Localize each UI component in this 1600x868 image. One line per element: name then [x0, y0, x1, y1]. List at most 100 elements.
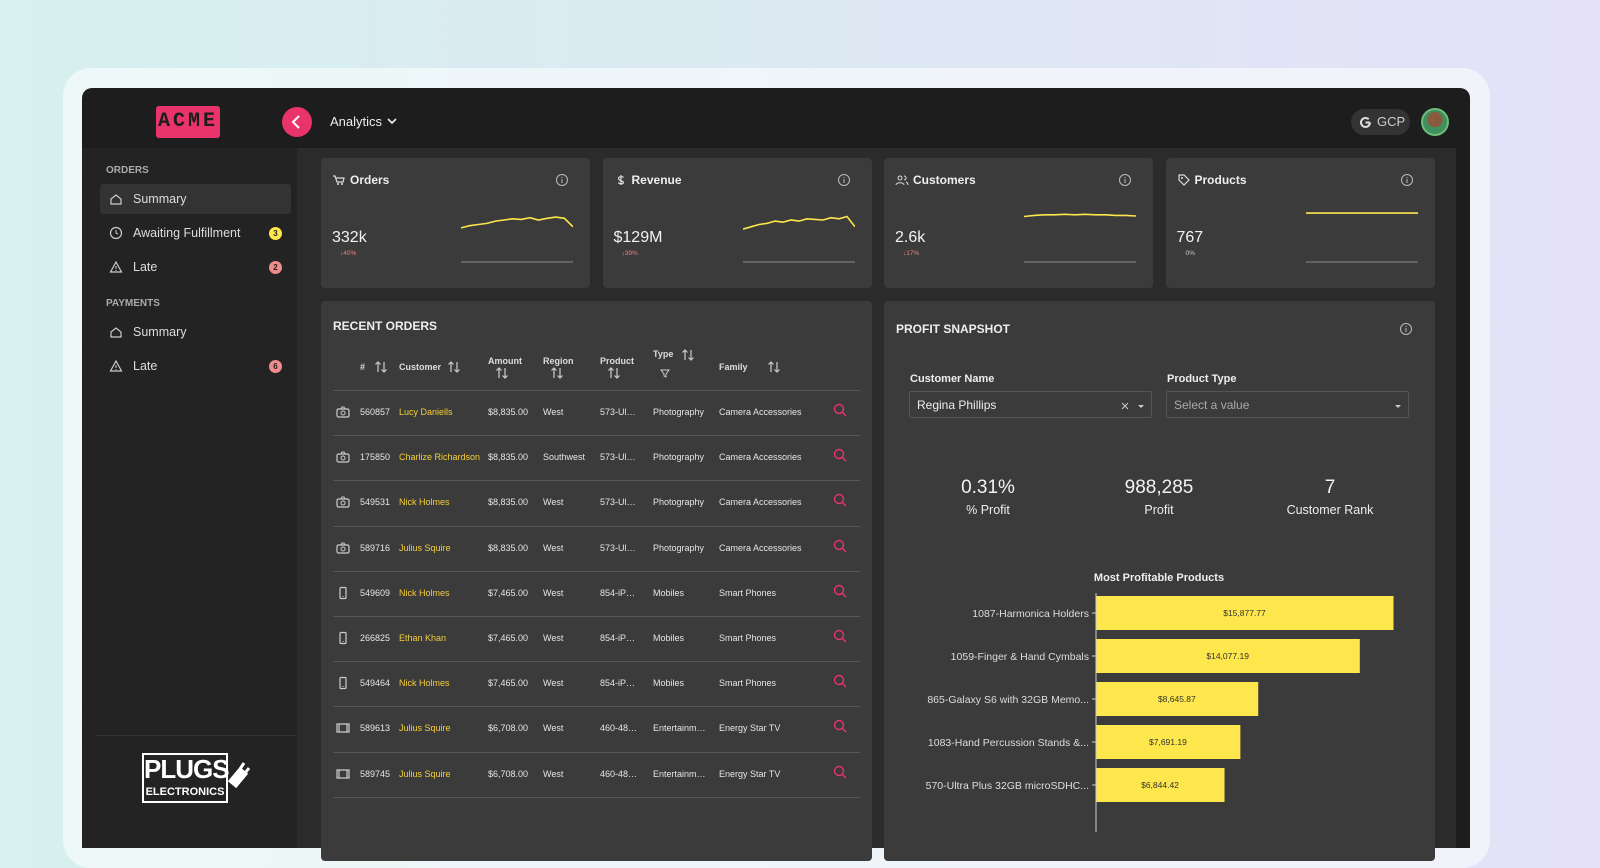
nav-label: Awaiting Fulfillment [133, 226, 241, 240]
nav-icon [109, 260, 123, 273]
menu[interactable]: Analytics [330, 114, 398, 129]
sort-icon [682, 349, 694, 361]
cell: West [543, 723, 564, 734]
profit-title: PROFIT SNAPSHOT [896, 322, 1011, 336]
footer-logo-top: PLUGS [142, 753, 230, 784]
sort-icon [768, 361, 780, 373]
cell: Photography [653, 497, 705, 508]
kpi-card: Revenue $129M ↓39% [602, 158, 872, 288]
logo[interactable]: ACME [156, 106, 220, 138]
nav-icon [109, 359, 123, 372]
avatar[interactable] [1421, 108, 1449, 136]
cell[interactable]: Lucy Daniells [399, 407, 453, 417]
bar-value-label: $6,844.42 [1141, 780, 1179, 790]
cell[interactable]: Julius Squire [399, 723, 451, 734]
info-icon[interactable] [1400, 173, 1414, 187]
column-header: Amount [488, 356, 522, 366]
cell: 175850 [360, 452, 391, 463]
info-icon[interactable] [1118, 173, 1132, 187]
cell[interactable]: Julius Squire [399, 768, 451, 779]
cell: $8,835.00 [488, 497, 529, 508]
search-icon[interactable] [833, 629, 847, 643]
select[interactable]: Select a value [1166, 391, 1409, 418]
search-icon[interactable] [833, 765, 847, 779]
row-divider [333, 570, 860, 572]
back-button[interactable] [282, 107, 312, 137]
sparkline-line [742, 215, 855, 230]
cell: West [543, 497, 564, 508]
cell: 573-Ul… [600, 407, 636, 417]
category-label: 570-Ultra Plus 32GB microSDHC... [926, 780, 1089, 792]
cell: $8,835.00 [488, 407, 529, 417]
bar-value-label: $7,691.19 [1149, 737, 1187, 747]
kpi-icon [895, 175, 909, 186]
nav-item[interactable]: Summary [100, 317, 291, 347]
row-divider [333, 525, 860, 527]
kpi-card: Products 767 0% [1165, 158, 1435, 288]
cell: 573-Ul… [600, 452, 636, 463]
cell: 549609 [360, 587, 391, 598]
search-icon[interactable] [833, 539, 847, 553]
search-icon[interactable] [833, 584, 847, 598]
column-header: # [360, 362, 366, 372]
nav-icon [109, 226, 123, 240]
sparkline [461, 216, 573, 263]
sort-icon [551, 367, 563, 379]
cell: West [543, 407, 564, 417]
cell[interactable]: Charlize Richardson [399, 452, 481, 463]
search-icon[interactable] [833, 719, 847, 733]
cell[interactable]: Nick Holmes [399, 497, 450, 508]
nav-item[interactable]: Late 6 [100, 351, 291, 381]
info-icon[interactable] [555, 173, 569, 187]
cell: Smart Phones [719, 587, 777, 598]
cell: $8,835.00 [488, 542, 529, 553]
bar [1096, 725, 1241, 759]
search-icon[interactable] [833, 448, 847, 462]
row-divider [333, 661, 860, 663]
sparkline [1305, 212, 1418, 263]
cell: $7,465.00 [488, 678, 529, 689]
cell[interactable]: Ethan Khan [399, 633, 447, 643]
stat-label: Customer Rank [1286, 503, 1374, 517]
kpi-change: ↓39% [621, 250, 638, 257]
nav-item[interactable]: Awaiting Fulfillment 3 [100, 218, 291, 248]
cell[interactable]: Nick Holmes [399, 678, 450, 689]
select-value: Regina Phillips [917, 398, 997, 412]
kpi-title: Products [1194, 173, 1247, 187]
cloud-pill[interactable]: GCP [1351, 109, 1410, 135]
row-icon [339, 631, 347, 645]
cell: 854-iP… [600, 587, 636, 598]
cell: Photography [653, 542, 705, 553]
bar [1096, 682, 1259, 716]
select[interactable]: Regina Phillips [909, 391, 1152, 418]
row-icon [336, 406, 350, 418]
cell: Entertainm… [653, 768, 706, 779]
nav-label: Summary [133, 192, 187, 206]
column-header: Family [719, 362, 748, 372]
nav-item[interactable]: Summary [100, 184, 291, 214]
kpi-icon [617, 175, 624, 185]
cell: Southwest [543, 452, 586, 463]
search-icon[interactable] [833, 493, 847, 507]
bar-value-label: $8,645.87 [1158, 694, 1196, 704]
search-icon[interactable] [833, 674, 847, 688]
nav-item[interactable]: Late 2 [100, 252, 291, 282]
kpi-change: ↓40% [340, 250, 357, 257]
cell: Smart Phones [719, 633, 777, 643]
cell[interactable]: Nick Holmes [399, 587, 450, 598]
footer-logo: PLUGS ELECTRONICS [142, 753, 250, 805]
kpi-card: Customers 2.6k ↓17% [884, 158, 1153, 288]
info-icon[interactable] [1399, 322, 1413, 336]
info-icon[interactable] [837, 173, 851, 187]
search-icon[interactable] [833, 403, 847, 417]
cell: 854-iP… [600, 678, 636, 689]
cell: West [543, 678, 564, 689]
stat-label: % Profit [966, 503, 1010, 517]
cell: Camera Accessories [719, 407, 802, 417]
row-divider [333, 435, 860, 437]
cell: $6,708.00 [488, 768, 529, 779]
sparkline [742, 215, 855, 263]
nav-badge: 6 [269, 360, 282, 373]
stat-value: 988,285 [1124, 477, 1194, 498]
cell[interactable]: Julius Squire [399, 542, 451, 553]
